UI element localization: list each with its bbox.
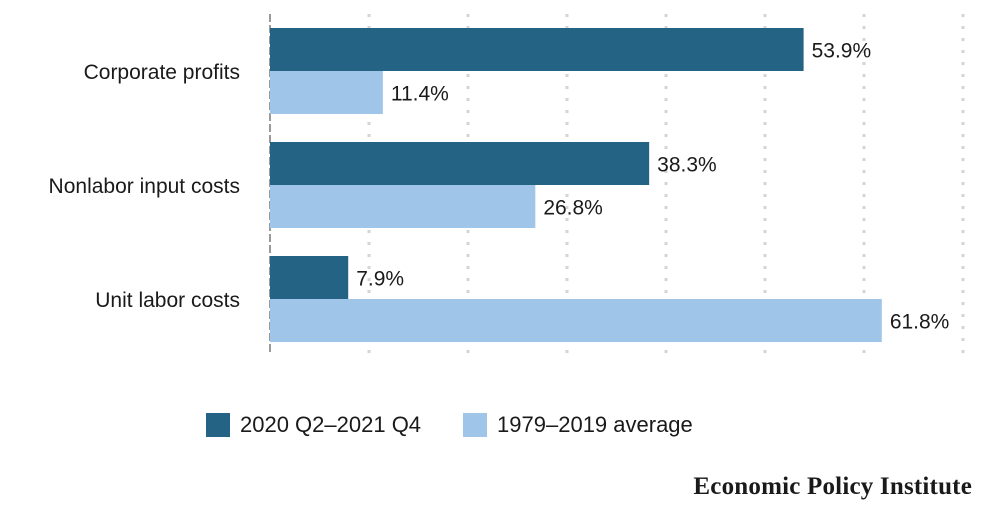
bar-nonlabor-input-costs-series-1 [270,185,536,228]
legend-label-recent: 2020 Q2–2021 Q4 [240,412,422,437]
value-label-unit-labor-costs-series-1: 61.8% [890,311,950,334]
value-label-unit-labor-costs-series-0: 7.9% [356,268,404,291]
bar-corporate-profits-series-1 [270,71,383,114]
legend-swatch-recent [206,413,230,437]
bar-unit-labor-costs-series-0 [270,256,349,299]
value-label-corporate-profits-series-1: 11.4% [391,83,449,106]
bar-unit-labor-costs-series-1 [270,299,882,342]
value-label-nonlabor-input-costs-series-1: 26.8% [543,197,603,220]
brand-logo: Economic Policy Institute [693,473,972,500]
bars [270,28,882,342]
category-label-corporate-profits: Corporate profits [84,61,240,84]
category-label-nonlabor-input-costs: Nonlabor input costs [49,175,240,198]
value-label-nonlabor-input-costs-series-0: 38.3% [657,154,717,177]
value-label-corporate-profits-series-0: 53.9% [812,40,872,63]
bar-corporate-profits-series-0 [270,28,804,71]
category-label-unit-labor-costs: Unit labor costs [95,289,240,312]
legend-item-recent: 2020 Q2–2021 Q4 [206,412,421,438]
bar-nonlabor-input-costs-series-0 [270,142,650,185]
legend-label-average: 1979–2019 average [497,412,693,437]
legend-swatch-average [463,413,488,437]
labels: 53.9% 11.4% Corporate profits 38.3% 26.8% Non… [49,40,950,334]
legend-item-average: 1979–2019 average [463,412,693,438]
legend: 2020 Q2–2021 Q4 1979–2019 average [0,408,1000,442]
